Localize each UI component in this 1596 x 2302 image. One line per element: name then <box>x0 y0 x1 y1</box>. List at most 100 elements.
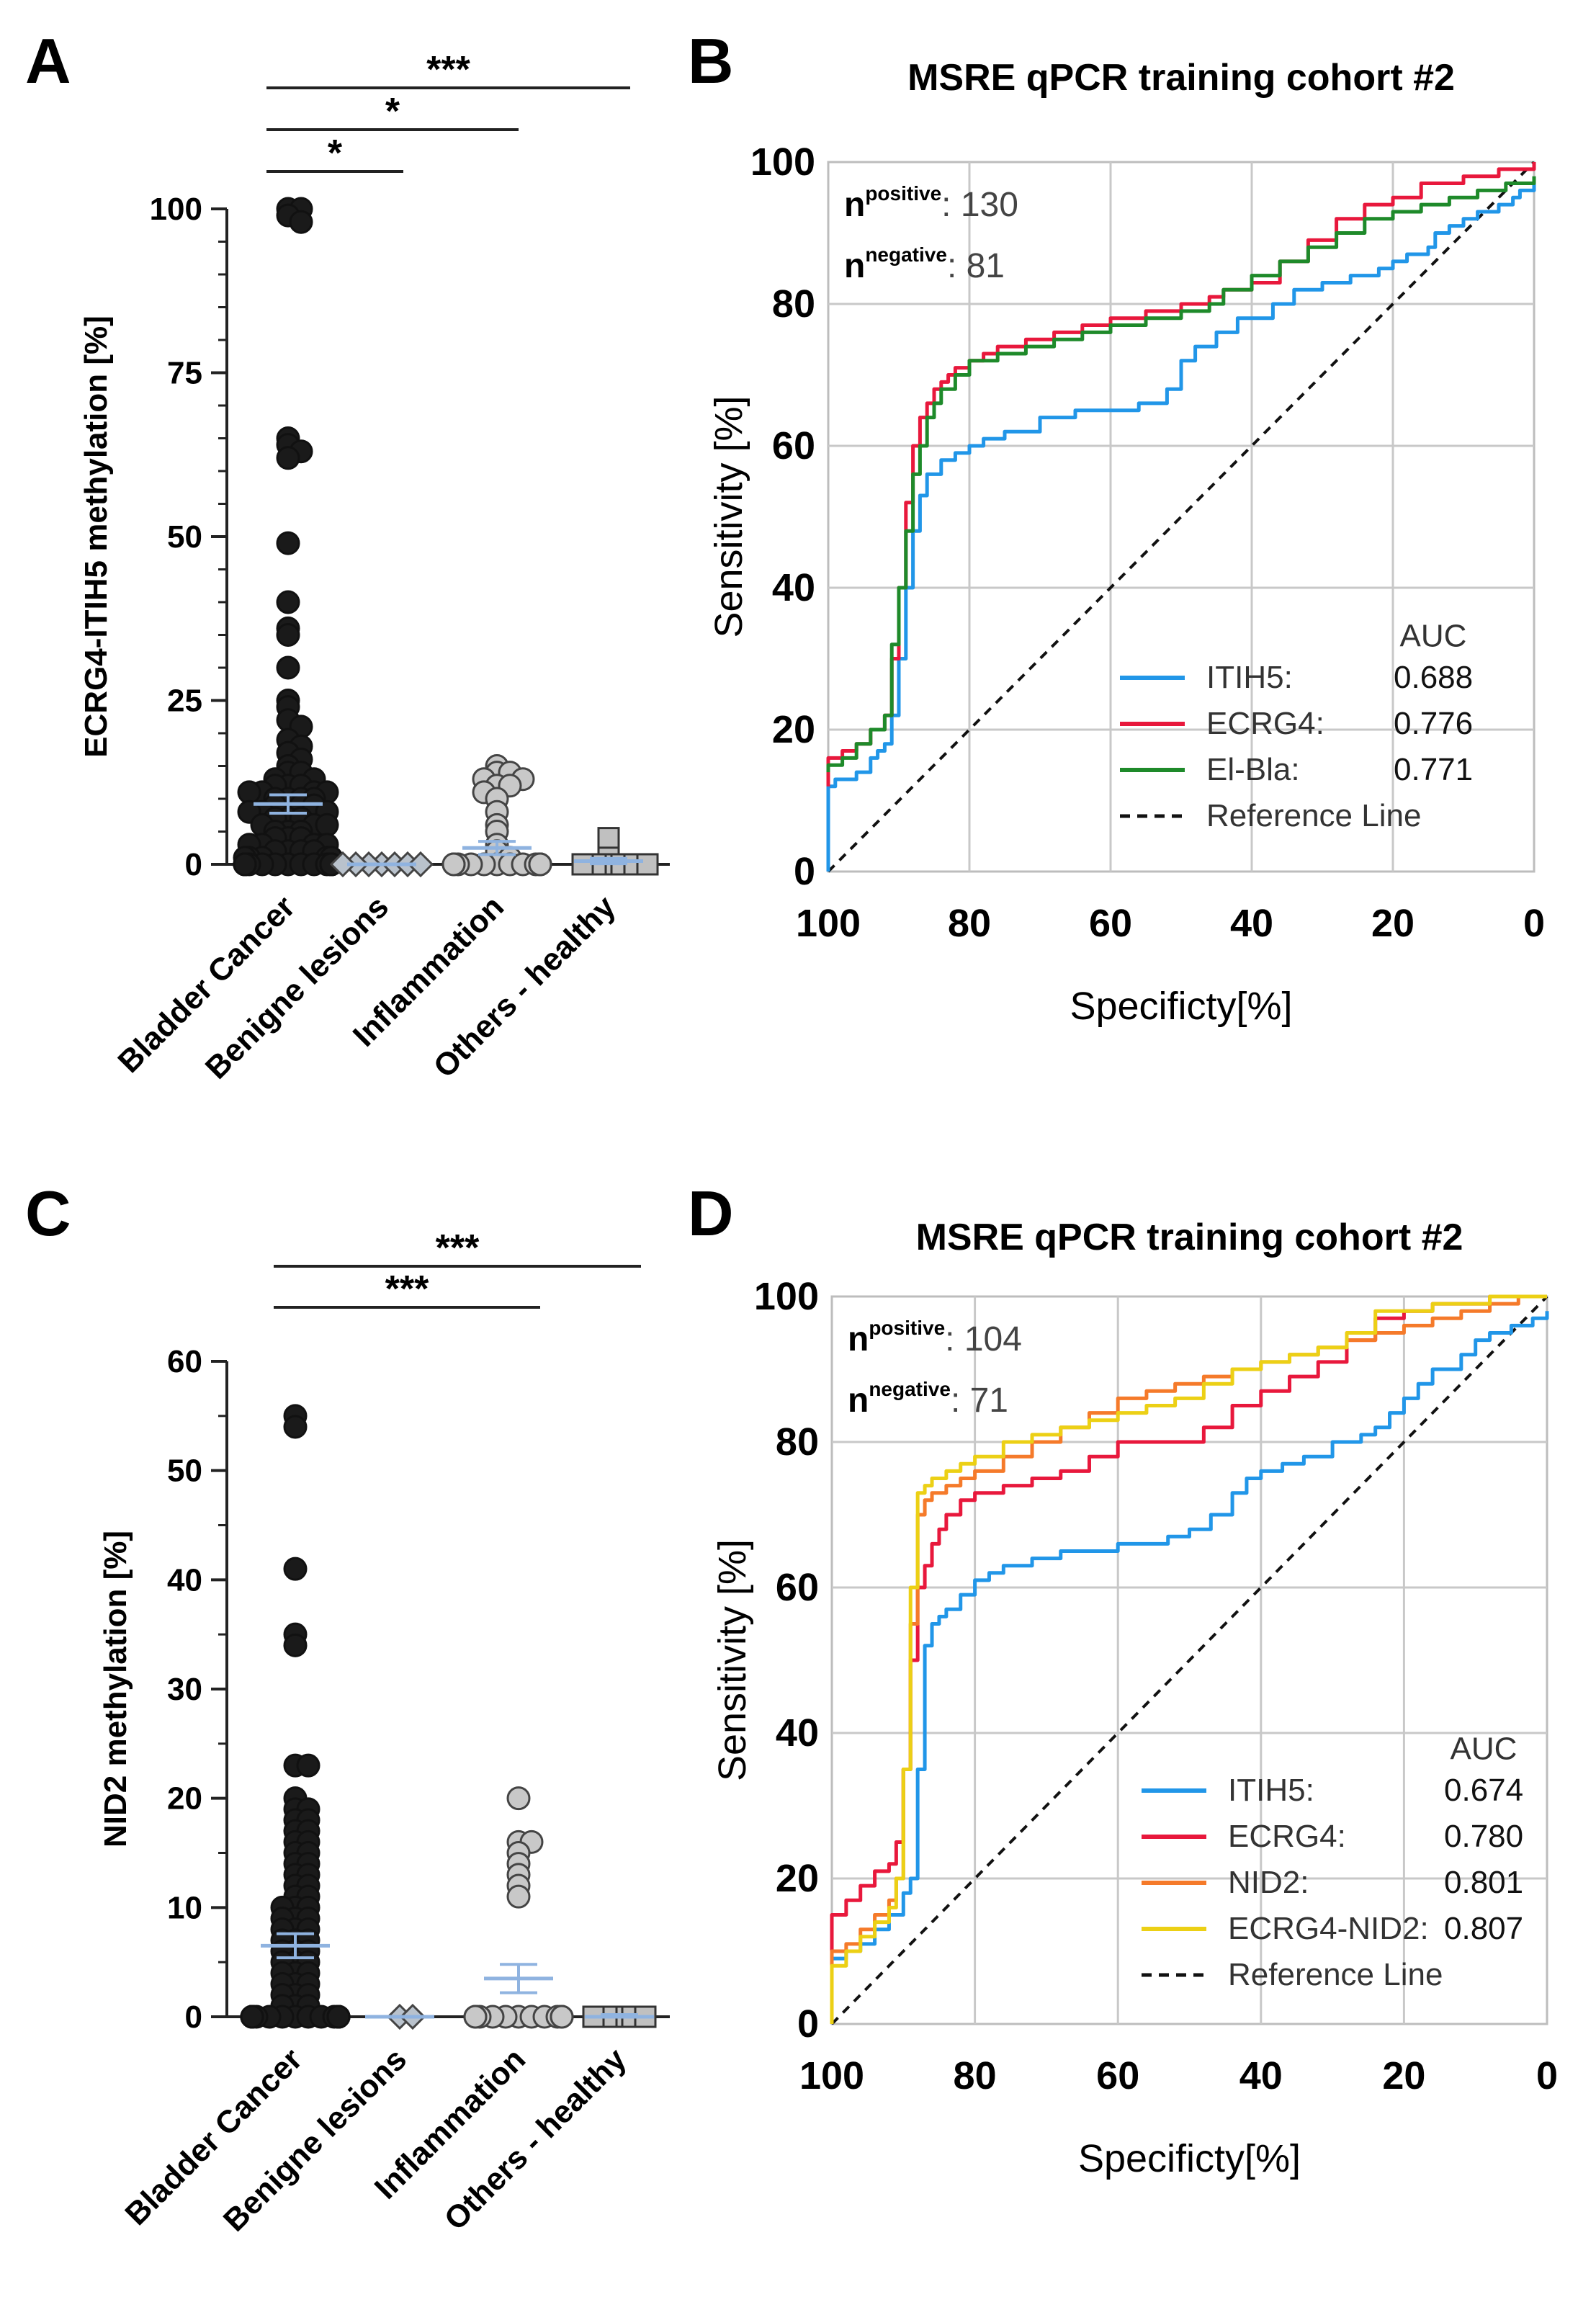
data-point <box>237 780 261 805</box>
data-point <box>289 210 313 234</box>
y-tick-label: 25 <box>167 684 202 719</box>
data-point <box>329 851 357 878</box>
x-tick-label: 40 <box>1239 2054 1283 2097</box>
y-axis-label: NID2 methylation [%] <box>98 1531 133 1848</box>
y-tick-label: 50 <box>167 1454 202 1489</box>
x-tick-label: 80 <box>948 902 991 945</box>
x-tick-label: 80 <box>954 2054 997 2097</box>
y-tick-label: 75 <box>167 356 202 391</box>
data-point <box>441 852 466 877</box>
x-tick-label: 60 <box>1096 2054 1139 2097</box>
data-point <box>636 853 659 876</box>
legend-label: ECRG4-NID2: <box>1228 1911 1429 1946</box>
y-axis-label: Sensitivity [%] <box>707 395 750 637</box>
data-point <box>407 851 434 878</box>
data-point <box>463 2005 488 2029</box>
data-point <box>233 852 257 877</box>
x-tick-label: 100 <box>796 902 861 945</box>
n-negative-annotation: nnegative: 81 <box>844 243 1005 285</box>
y-tick-label: 100 <box>750 140 815 184</box>
panel-b-roc: MSRE qPCR training cohort #2 0 20 40 60 80 100… <box>707 57 1545 1028</box>
y-tick-label: 80 <box>776 1420 819 1464</box>
data-point <box>283 1557 308 1581</box>
n-negative-annotation: nnegative: 71 <box>848 1378 1008 1420</box>
x-tick-label: 0 <box>1523 902 1545 945</box>
y-tick-label: 80 <box>772 282 815 326</box>
legend-label: ECRG4: <box>1206 706 1324 741</box>
y-tick-label: 20 <box>167 1781 202 1817</box>
reference-line <box>827 161 1536 873</box>
panel-a-scatter: 0 25 50 75 100 ECRG4-ITIH5 methylation [%] Bla… <box>79 49 670 1086</box>
data-point <box>296 1753 320 1778</box>
roc-curve <box>826 176 1536 773</box>
data-point <box>276 531 300 555</box>
panel-c-scatter: 0 10 20 30 40 50 60 NID2 methylation [%] Bladder… <box>98 1227 670 2239</box>
y-tick-label: 100 <box>150 192 202 227</box>
n-positive-annotation: npositive: 104 <box>848 1317 1022 1358</box>
y-tick-label: 0 <box>185 1999 202 2035</box>
legend-auc-value: 0.807 <box>1444 1911 1523 1946</box>
data-point <box>571 853 594 876</box>
y-tick-label: 40 <box>776 1711 819 1755</box>
data-point <box>240 2005 264 2029</box>
panel-letter-d: D <box>688 1178 734 1249</box>
y-tick-label: 20 <box>776 1857 819 1900</box>
n-positive-annotation: npositive: 130 <box>844 182 1018 224</box>
panel-letter-b: B <box>688 25 734 97</box>
x-tick-label: 100 <box>799 2054 864 2097</box>
roc-curve <box>826 162 1536 787</box>
y-tick-label: 40 <box>167 1562 202 1598</box>
x-tick-label: 20 <box>1371 902 1415 945</box>
y-tick-label: 30 <box>167 1672 202 1707</box>
roc-curve <box>830 1294 1547 2024</box>
data-point <box>597 827 620 850</box>
y-tick-label: 10 <box>167 1890 202 1925</box>
panel-letter-c: C <box>25 1178 71 1249</box>
y-tick-label: 0 <box>185 847 202 882</box>
legend-auc-value: 0.780 <box>1444 1819 1523 1854</box>
data-point <box>315 812 339 837</box>
legend-label: NID2: <box>1228 1865 1309 1900</box>
legend-label-reference: Reference Line <box>1228 1957 1443 1992</box>
data-point <box>528 852 552 877</box>
data-point <box>550 2005 574 2029</box>
y-tick-label: 60 <box>776 1566 819 1609</box>
y-tick-label: 20 <box>772 708 815 751</box>
y-tick-label: 100 <box>754 1275 819 1318</box>
legend-auc-value: 0.776 <box>1394 706 1473 741</box>
reference-line <box>830 1295 1548 2025</box>
x-category-label: Others - healthy <box>438 2041 634 2237</box>
x-axis-label: Specificty[%] <box>1070 985 1292 1028</box>
significance-label: * <box>328 133 343 174</box>
y-tick-label: 0 <box>797 2002 819 2046</box>
legend-auc-value: 0.801 <box>1444 1865 1523 1900</box>
x-category-label: Benigne lesions <box>217 2041 413 2238</box>
panel-d-roc: MSRE qPCR training cohort #2 0 20 40 60 80 100… <box>711 1217 1558 2180</box>
y-axis-label: ECRG4-ITIH5 methylation [%] <box>79 315 114 758</box>
legend-auc-value: 0.688 <box>1394 660 1473 695</box>
legend-auc-header: AUC <box>1451 1731 1517 1766</box>
y-tick-label: 60 <box>772 424 815 467</box>
legend-auc-value: 0.674 <box>1444 1773 1523 1808</box>
legend-label: El-Bla: <box>1206 752 1300 787</box>
x-tick-label: 20 <box>1382 2054 1425 2097</box>
y-tick-label: 50 <box>167 519 202 555</box>
chart-title: MSRE qPCR training cohort #2 <box>916 1217 1463 1258</box>
data-point <box>283 1415 308 1439</box>
x-category-label: Bladder Cancer <box>111 889 302 1080</box>
data-point <box>506 1786 531 1811</box>
x-tick-label: 40 <box>1230 902 1273 945</box>
significance-label: * <box>385 91 400 133</box>
data-point <box>506 1884 531 1909</box>
x-tick-label: 60 <box>1089 902 1132 945</box>
y-tick-label: 0 <box>794 850 815 893</box>
legend-label: ITIH5: <box>1206 660 1293 695</box>
legend-label: ITIH5: <box>1228 1773 1314 1808</box>
x-category-label: Bladder Cancer <box>118 2041 309 2232</box>
y-tick-label: 60 <box>167 1344 202 1379</box>
chart-title: MSRE qPCR training cohort #2 <box>907 57 1455 99</box>
x-axis-label: Specificty[%] <box>1078 2137 1301 2180</box>
data-point <box>276 623 300 647</box>
data-point <box>276 590 300 614</box>
